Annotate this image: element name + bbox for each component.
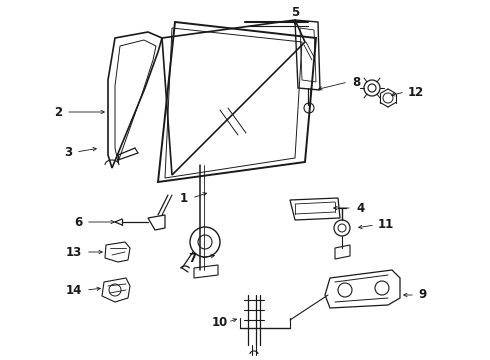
Text: 1: 1 bbox=[180, 192, 188, 204]
Text: 2: 2 bbox=[54, 105, 62, 118]
Text: 14: 14 bbox=[66, 284, 82, 297]
Text: 6: 6 bbox=[74, 216, 82, 229]
Text: 11: 11 bbox=[378, 219, 394, 231]
Text: 9: 9 bbox=[418, 288, 426, 302]
Text: 7: 7 bbox=[188, 252, 196, 265]
Text: 13: 13 bbox=[66, 246, 82, 258]
Text: 4: 4 bbox=[356, 202, 364, 215]
Text: 5: 5 bbox=[291, 5, 299, 18]
Text: 12: 12 bbox=[408, 85, 424, 99]
Text: 8: 8 bbox=[352, 76, 360, 89]
Text: 3: 3 bbox=[64, 145, 72, 158]
Text: 10: 10 bbox=[212, 315, 228, 328]
